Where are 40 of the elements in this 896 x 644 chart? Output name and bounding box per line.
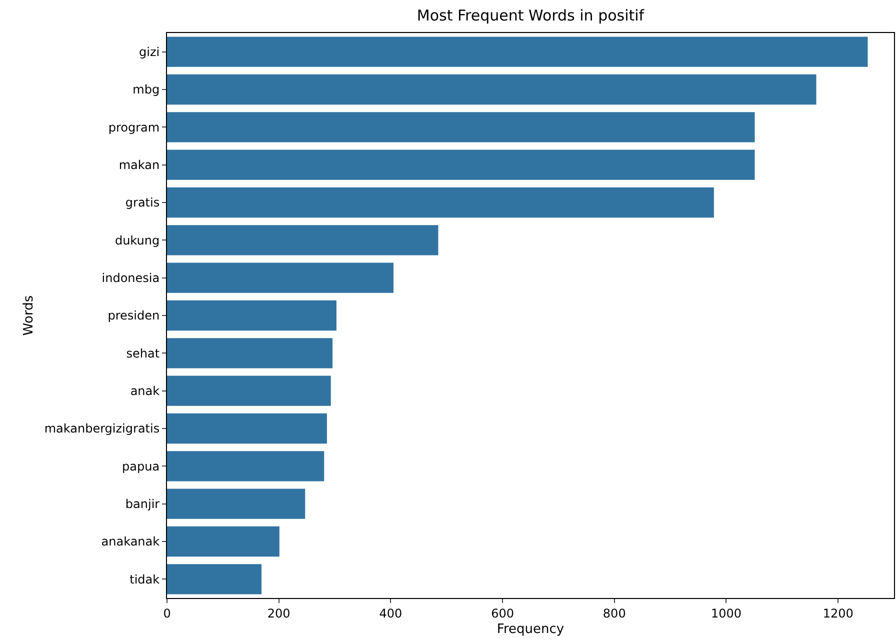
y-tick-label: sehat: [126, 346, 160, 360]
bar: [167, 36, 868, 67]
y-tick-label: gizi: [139, 45, 160, 60]
x-tick-label: 0: [163, 606, 171, 620]
x-tick-label: 1200: [822, 606, 854, 620]
bar: [167, 112, 755, 142]
y-tick-label: anakanak: [101, 534, 160, 549]
x-tick-label: 600: [491, 606, 514, 620]
bar: [167, 564, 262, 594]
bar: [167, 488, 306, 519]
x-tick-label: 1000: [710, 606, 742, 620]
y-tick-label: anak: [130, 384, 160, 398]
bar: [167, 300, 336, 331]
bar: [167, 225, 438, 256]
y-tick-label: presiden: [108, 308, 160, 323]
bar: [167, 526, 280, 557]
y-tick-label: mbg: [132, 82, 160, 97]
bar: [167, 338, 333, 368]
y-tick-label: program: [108, 120, 160, 134]
y-tick-label: indonesia: [102, 271, 160, 286]
y-tick-label: banjir: [125, 497, 160, 512]
x-tick-label: 400: [379, 606, 402, 620]
x-tick-label: 800: [602, 606, 626, 620]
x-axis-title: Frequency: [496, 622, 564, 637]
bar: [167, 262, 394, 293]
bar: [167, 74, 816, 105]
bar: [167, 413, 327, 444]
y-tick-label: makanbergizigratis: [44, 422, 160, 436]
bar: [167, 376, 331, 406]
y-tick-label: makan: [118, 158, 160, 172]
y-tick-label: gratis: [125, 196, 160, 210]
chart-title: Most Frequent Words in positif: [416, 6, 645, 24]
y-tick-label: papua: [122, 459, 160, 474]
y-tick-label: tidak: [130, 572, 160, 586]
bar: [167, 451, 324, 482]
y-axis-title: Words: [21, 295, 36, 336]
x-tick-label: 200: [267, 606, 290, 620]
y-tick-label: dukung: [114, 233, 160, 248]
bar: [167, 187, 714, 218]
bar: [167, 150, 755, 180]
